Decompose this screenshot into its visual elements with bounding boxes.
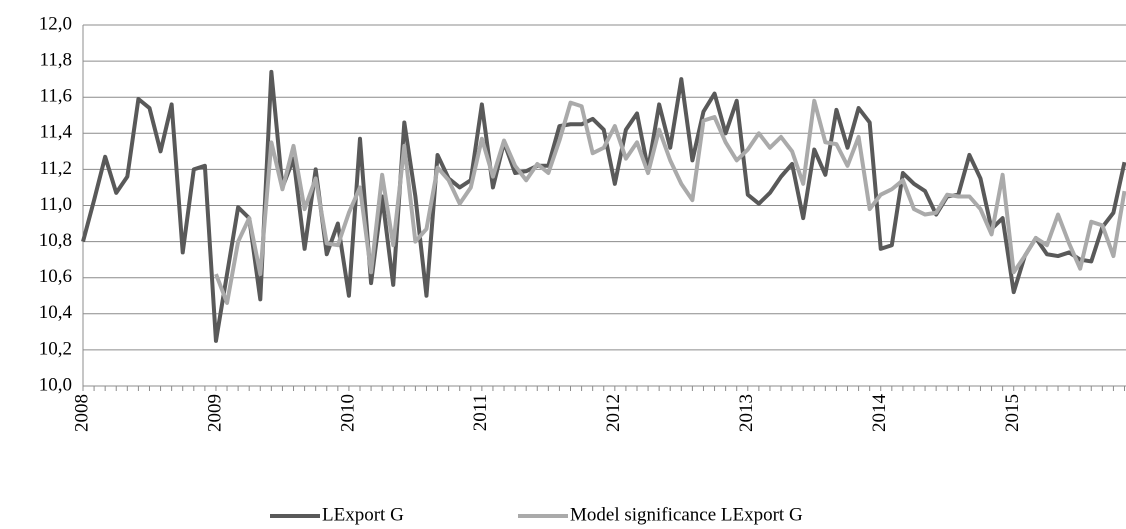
x-tick-label: 2013 bbox=[736, 394, 757, 432]
y-tick-label: 10,2 bbox=[39, 338, 72, 359]
y-tick-label: 11,8 bbox=[39, 49, 72, 70]
y-tick-label: 11,4 bbox=[39, 122, 72, 143]
series-line bbox=[214, 98, 1126, 305]
x-tick-label: 2008 bbox=[71, 394, 92, 432]
legend-label: LExport G bbox=[322, 504, 404, 525]
x-tick-label: 2010 bbox=[337, 394, 358, 432]
y-tick-label: 10,8 bbox=[39, 230, 72, 251]
y-tick-label: 12,0 bbox=[39, 13, 72, 34]
x-tick-label: 2012 bbox=[603, 394, 624, 432]
x-tick-label: 2015 bbox=[1002, 394, 1023, 432]
y-tick-label: 10,6 bbox=[39, 266, 72, 287]
x-tick-label: 2014 bbox=[869, 394, 890, 433]
y-tick-label: 11,6 bbox=[39, 86, 72, 107]
legend-label: Model significance LExport G bbox=[570, 504, 803, 525]
y-tick-label: 11,0 bbox=[39, 194, 72, 215]
y-tick-label: 10,4 bbox=[39, 302, 73, 323]
x-tick-label: 2009 bbox=[204, 394, 225, 432]
y-tick-label: 10,0 bbox=[39, 374, 72, 395]
series-line bbox=[81, 69, 1126, 343]
x-tick-label: 2011 bbox=[470, 394, 491, 431]
y-tick-label: 11,2 bbox=[39, 158, 72, 179]
